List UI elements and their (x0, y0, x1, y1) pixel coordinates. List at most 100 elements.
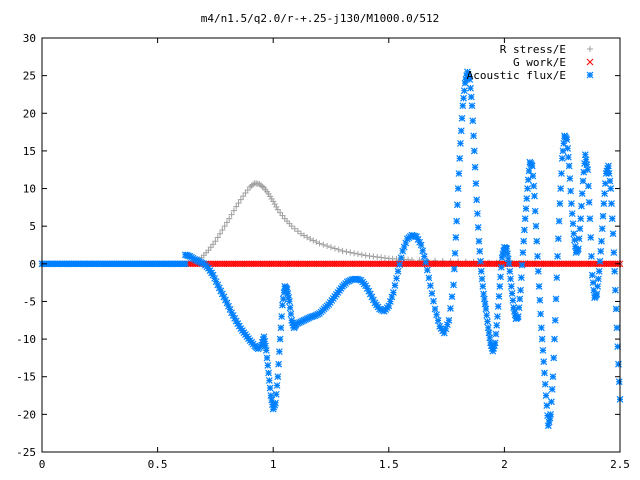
data-point (229, 312, 237, 319)
data-point (217, 287, 225, 295)
data-point (492, 330, 500, 338)
data-point (328, 244, 334, 251)
data-point (554, 235, 562, 243)
data-point (262, 342, 269, 350)
data-point (400, 243, 408, 251)
data-point (211, 274, 219, 282)
data-point (225, 302, 232, 310)
data-point (480, 290, 488, 298)
data-point (486, 334, 494, 342)
data-point (286, 304, 294, 312)
data-point (450, 265, 458, 273)
data-point (495, 293, 503, 300)
data-point (457, 139, 464, 147)
data-point (445, 316, 453, 324)
data-point (538, 335, 546, 343)
data-point (210, 241, 217, 248)
data-point (584, 182, 592, 190)
data-point (397, 254, 405, 262)
data-point (456, 155, 464, 162)
data-point (214, 281, 222, 289)
data-point (537, 310, 545, 318)
data-point (212, 278, 220, 286)
data-point (279, 212, 286, 219)
data-point (516, 295, 524, 303)
data-point (530, 182, 538, 190)
data-point (413, 233, 420, 241)
data-point (258, 338, 266, 346)
data-point (347, 249, 354, 256)
data-point (579, 177, 587, 185)
data-point (474, 210, 481, 218)
data-point (539, 346, 547, 354)
data-point (587, 234, 595, 241)
data-point (576, 225, 584, 233)
data-point (260, 333, 268, 341)
data-point (220, 293, 228, 301)
data-point (529, 172, 537, 180)
data-point (431, 305, 439, 313)
data-point (212, 238, 219, 245)
data-point (291, 225, 298, 232)
data-point (320, 241, 327, 248)
data-point (470, 132, 477, 140)
data-point (343, 248, 350, 255)
data-point (313, 238, 320, 245)
data-point (476, 247, 484, 255)
data-point (543, 402, 551, 410)
data-point (594, 282, 602, 290)
data-point (272, 399, 279, 407)
data-point (466, 75, 474, 83)
data-point (497, 263, 505, 271)
data-point (578, 190, 586, 197)
data-point (544, 422, 552, 430)
data-point (536, 296, 544, 304)
data-point (564, 153, 572, 161)
data-point (288, 223, 295, 230)
data-point (335, 246, 342, 253)
data-point (472, 180, 480, 187)
data-point (499, 250, 507, 258)
data-point (568, 210, 576, 218)
data-point (464, 70, 472, 78)
data-point (615, 360, 622, 368)
data-point (510, 304, 518, 311)
data-point (577, 215, 585, 223)
data-point (272, 390, 280, 398)
y-tick-label: 0 (29, 258, 36, 271)
x-tick-label: 0 (39, 458, 46, 471)
data-point (458, 114, 466, 122)
data-point (581, 160, 588, 167)
data-point (479, 282, 487, 290)
plot-area (38, 68, 624, 430)
data-point (275, 360, 283, 368)
x-tick-label: 0.5 (148, 458, 168, 471)
data-point (428, 290, 436, 297)
data-point (389, 288, 397, 296)
data-point (610, 249, 618, 256)
x-tick-label: 2.5 (610, 458, 630, 471)
data-point (605, 162, 612, 170)
data-point (614, 343, 622, 351)
data-point (265, 369, 273, 377)
data-point (268, 396, 276, 404)
data-point (547, 410, 555, 418)
data-point (595, 267, 603, 275)
data-point (230, 207, 237, 214)
legend-marker (586, 71, 594, 79)
series-1 (184, 260, 624, 268)
data-point (586, 215, 594, 223)
data-point (351, 250, 358, 257)
data-point (237, 196, 244, 203)
data-point (567, 187, 575, 195)
data-point (258, 341, 266, 349)
legend-label: G work/E (513, 56, 566, 69)
y-tick-label: 15 (23, 145, 36, 158)
data-point (455, 170, 463, 177)
y-tick-label: 5 (29, 220, 36, 233)
data-point (434, 317, 442, 324)
data-point (310, 237, 317, 244)
